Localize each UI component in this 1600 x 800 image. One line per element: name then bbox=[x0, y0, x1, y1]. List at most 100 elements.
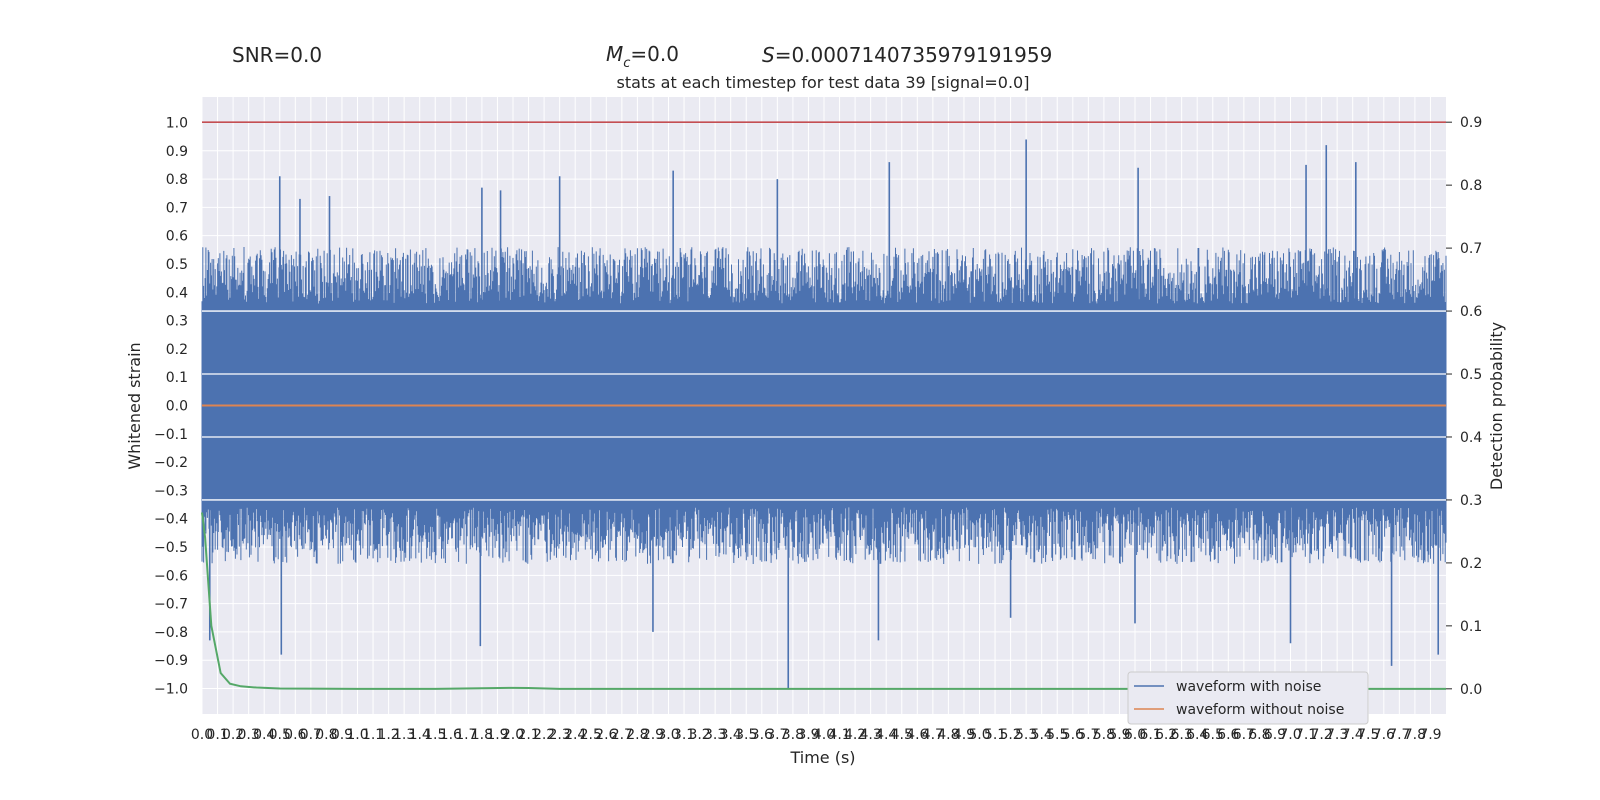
x-tick-label: 7.4 bbox=[1342, 727, 1364, 743]
y-tick-left-label: 0.4 bbox=[166, 285, 188, 301]
x-tick-label: 3.6 bbox=[751, 727, 773, 743]
legend-label-waveform-with-noise: waveform with noise bbox=[1176, 679, 1321, 695]
x-tick-label: 1.9 bbox=[486, 727, 508, 743]
x-tick-label: 0.4 bbox=[253, 727, 275, 743]
x-tick-label: 6.1 bbox=[1139, 727, 1161, 743]
x-tick-label: 7.7 bbox=[1388, 727, 1410, 743]
x-tick-label: 2.6 bbox=[595, 727, 617, 743]
x-tick-label: 0.8 bbox=[315, 727, 337, 743]
y-tick-left-label: −1.0 bbox=[154, 682, 188, 698]
y-tick-left-label: −0.9 bbox=[154, 653, 188, 669]
chirp-mass-symbol: M bbox=[606, 42, 623, 66]
x-tick-label: 6.6 bbox=[1217, 727, 1239, 743]
x-tick-label: 6.4 bbox=[1186, 727, 1208, 743]
x-tick-label: 1.2 bbox=[377, 727, 399, 743]
chart-title: stats at each timestep for test data 39 … bbox=[617, 73, 1030, 92]
x-tick-label: 3.8 bbox=[782, 727, 804, 743]
x-tick-label: 3.0 bbox=[657, 727, 679, 743]
x-tick-label: 4.2 bbox=[844, 727, 866, 743]
legend: waveform with noise waveform without noi… bbox=[1127, 671, 1369, 725]
y-tick-right-label: 0.3 bbox=[1460, 493, 1482, 509]
y-tick-right-label: 0.2 bbox=[1460, 556, 1482, 572]
y-tick-right-label: 0.9 bbox=[1460, 115, 1482, 131]
x-tick-label: 6.9 bbox=[1264, 727, 1286, 743]
y-tick-left-label: −0.1 bbox=[154, 427, 188, 443]
x-tick-label: 6.2 bbox=[1155, 727, 1177, 743]
chirp-mass-label: Mc=0.0 bbox=[606, 42, 679, 71]
chirp-mass-value: =0.0 bbox=[630, 42, 679, 66]
x-tick-label: 0.3 bbox=[238, 727, 260, 743]
x-tick-label: 5.9 bbox=[1108, 727, 1130, 743]
y-tick-left-label: 0.2 bbox=[166, 342, 188, 358]
x-tick-label: 5.3 bbox=[1015, 727, 1037, 743]
x-tick-label: 4.1 bbox=[828, 727, 850, 743]
y-tick-left-label: −0.2 bbox=[154, 455, 188, 471]
y-tick-left-label: −0.7 bbox=[154, 597, 188, 613]
x-tick-label: 7.6 bbox=[1373, 727, 1395, 743]
x-tick-label: 5.2 bbox=[999, 727, 1021, 743]
x-tick-label: 0.5 bbox=[269, 727, 291, 743]
x-tick-label: 2.5 bbox=[580, 727, 602, 743]
y-tick-left-label: −0.5 bbox=[154, 540, 188, 556]
x-tick-label: 5.7 bbox=[1077, 727, 1099, 743]
y-tick-left-label: −0.6 bbox=[154, 568, 188, 584]
x-ticks: 0.00.10.20.30.40.50.60.70.80.91.01.11.21… bbox=[191, 727, 1442, 743]
x-tick-label: 6.3 bbox=[1171, 727, 1193, 743]
x-tick-label: 1.8 bbox=[471, 727, 493, 743]
y-tick-left-label: 1.0 bbox=[166, 115, 188, 131]
y-tick-left-label: 0.5 bbox=[166, 257, 188, 273]
x-tick-label: 0.9 bbox=[331, 727, 353, 743]
x-tick-label: 3.2 bbox=[688, 727, 710, 743]
x-tick-label: 2.7 bbox=[611, 727, 633, 743]
x-tick-label: 1.4 bbox=[409, 727, 431, 743]
y-tick-right-label: 0.0 bbox=[1460, 682, 1482, 698]
x-tick-label: 1.5 bbox=[424, 727, 446, 743]
x-tick-label: 7.3 bbox=[1326, 727, 1348, 743]
y-tick-right-label: 0.1 bbox=[1460, 619, 1482, 635]
x-tick-label: 1.7 bbox=[455, 727, 477, 743]
y-axis-label-right: Detection probability bbox=[1487, 322, 1506, 490]
x-tick-label: 6.0 bbox=[1124, 727, 1146, 743]
x-tick-label: 0.0 bbox=[191, 727, 213, 743]
x-tick-label: 3.1 bbox=[673, 727, 695, 743]
x-tick-label: 4.9 bbox=[953, 727, 975, 743]
y-tick-left-label: −0.3 bbox=[154, 483, 188, 499]
x-tick-label: 1.3 bbox=[393, 727, 415, 743]
y-ticks-left: 1.0 0.9 0.8 0.7 0.6 0.5 0.4 0.3 0.2 0.1 0.0 −0.1 −0.… bbox=[154, 115, 188, 697]
x-tick-label: 1.6 bbox=[440, 727, 462, 743]
x-tick-label: 0.7 bbox=[300, 727, 322, 743]
x-tick-label: 5.6 bbox=[1062, 727, 1084, 743]
x-tick-label: 4.4 bbox=[875, 727, 897, 743]
x-tick-label: 5.0 bbox=[968, 727, 990, 743]
y-ticks-right: 0.9 0.8 0.7 0.6 0.5 0.4 0.3 0.2 0.1 0.0 bbox=[1446, 115, 1482, 698]
chirp-mass-subscript: c bbox=[623, 56, 630, 71]
x-axis-label: Time (s) bbox=[789, 748, 855, 767]
y-tick-left-label: 0.7 bbox=[166, 200, 188, 216]
s-stat-value: =0.0007140735979191959 bbox=[775, 43, 1053, 67]
y-tick-left-label: 0.8 bbox=[166, 172, 188, 188]
legend-box bbox=[1127, 671, 1369, 725]
y-tick-right-label: 0.8 bbox=[1460, 178, 1482, 194]
x-tick-label: 2.3 bbox=[549, 727, 571, 743]
x-tick-label: 3.5 bbox=[735, 727, 757, 743]
x-tick-label: 7.5 bbox=[1357, 727, 1379, 743]
y-tick-right-label: 0.7 bbox=[1460, 241, 1482, 257]
s-stat-label: S=0.0007140735979191959 bbox=[762, 43, 1052, 67]
x-tick-label: 7.2 bbox=[1310, 727, 1332, 743]
y-tick-left-label: 0.0 bbox=[166, 399, 188, 415]
x-tick-label: 3.7 bbox=[766, 727, 788, 743]
y-tick-left-label: −0.4 bbox=[154, 512, 188, 528]
x-tick-label: 5.8 bbox=[1093, 727, 1115, 743]
x-tick-label: 6.5 bbox=[1202, 727, 1224, 743]
y-tick-left-label: 0.6 bbox=[166, 229, 188, 245]
x-tick-label: 7.0 bbox=[1279, 727, 1301, 743]
x-tick-label: 7.1 bbox=[1295, 727, 1317, 743]
x-tick-label: 3.9 bbox=[797, 727, 819, 743]
line-detection-probability bbox=[201, 512, 1446, 690]
x-tick-label: 5.5 bbox=[1046, 727, 1068, 743]
x-tick-label: 1.1 bbox=[362, 727, 384, 743]
series-overlays bbox=[201, 121, 1446, 690]
x-tick-label: 2.1 bbox=[517, 727, 539, 743]
y-tick-right-label: 0.5 bbox=[1460, 367, 1482, 383]
